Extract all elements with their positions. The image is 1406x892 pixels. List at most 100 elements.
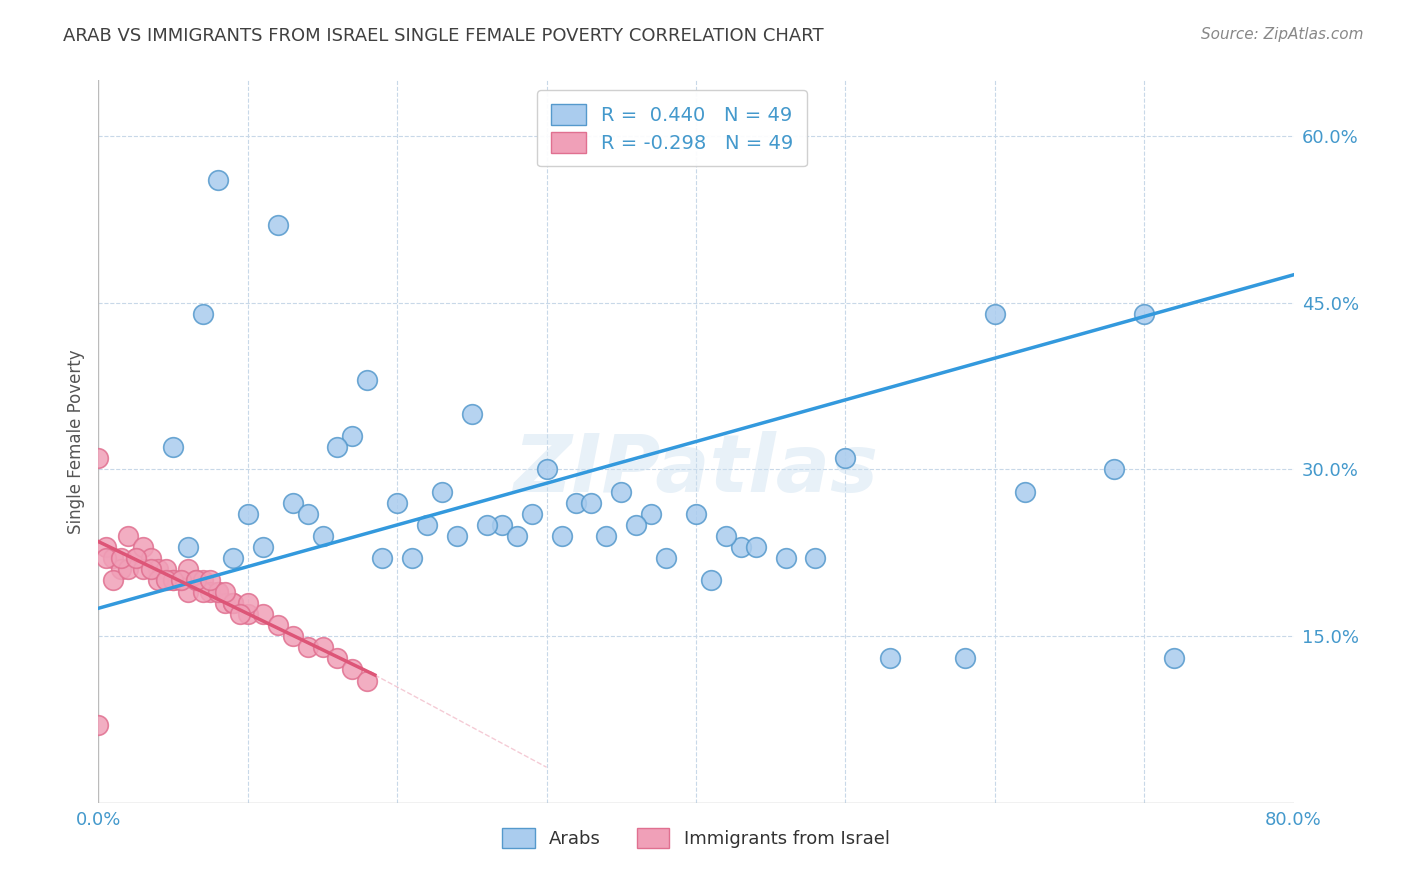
Point: [475, 517, 498, 532]
Point: [177, 584, 200, 599]
Point: [125, 551, 148, 566]
Point: [506, 529, 529, 543]
Point: [191, 574, 214, 588]
Point: [139, 551, 162, 566]
Point: [222, 596, 245, 610]
Point: [640, 507, 662, 521]
Point: [565, 496, 588, 510]
Point: [207, 173, 229, 187]
Point: [132, 562, 155, 576]
Point: [461, 407, 484, 421]
Point: [297, 640, 319, 655]
Point: [879, 651, 901, 665]
Point: [200, 584, 222, 599]
Point: [169, 574, 191, 588]
Point: [745, 540, 768, 554]
Point: [267, 618, 290, 632]
Point: [191, 307, 214, 321]
Point: [110, 562, 132, 576]
Point: [775, 551, 797, 566]
Point: [342, 662, 364, 676]
Point: [536, 462, 558, 476]
Point: [155, 562, 177, 576]
Point: [148, 562, 170, 576]
Y-axis label: Single Female Poverty: Single Female Poverty: [66, 350, 84, 533]
Point: [685, 507, 707, 521]
Point: [87, 451, 110, 466]
Point: [1163, 651, 1185, 665]
Point: [491, 517, 513, 532]
Point: [311, 640, 333, 655]
Point: [94, 540, 117, 554]
Point: [401, 551, 423, 566]
Point: [730, 540, 752, 554]
Point: [446, 529, 468, 543]
Point: [103, 551, 125, 566]
Text: ARAB VS IMMIGRANTS FROM ISRAEL SINGLE FEMALE POVERTY CORRELATION CHART: ARAB VS IMMIGRANTS FROM ISRAEL SINGLE FE…: [63, 27, 824, 45]
Point: [169, 574, 191, 588]
Point: [655, 551, 678, 566]
Point: [252, 540, 274, 554]
Point: [520, 507, 543, 521]
Point: [191, 584, 214, 599]
Point: [207, 584, 229, 599]
Point: [155, 574, 177, 588]
Point: [385, 496, 409, 510]
Text: ZIPatlas: ZIPatlas: [513, 432, 879, 509]
Point: [148, 574, 170, 588]
Point: [804, 551, 827, 566]
Point: [297, 507, 319, 521]
Point: [714, 529, 737, 543]
Point: [416, 517, 439, 532]
Point: [214, 584, 236, 599]
Point: [110, 551, 132, 566]
Point: [356, 373, 378, 387]
Point: [162, 574, 184, 588]
Point: [207, 584, 229, 599]
Point: [236, 507, 259, 521]
Point: [103, 574, 125, 588]
Point: [550, 529, 572, 543]
Point: [162, 440, 184, 454]
Point: [236, 596, 259, 610]
Point: [200, 574, 222, 588]
Point: [87, 718, 110, 732]
Point: [236, 607, 259, 621]
Point: [117, 529, 139, 543]
Point: [626, 517, 648, 532]
Point: [356, 673, 378, 688]
Point: [252, 607, 274, 621]
Point: [184, 574, 207, 588]
Point: [1014, 484, 1036, 499]
Point: [125, 551, 148, 566]
Point: [311, 529, 333, 543]
Point: [222, 596, 245, 610]
Point: [229, 607, 252, 621]
Point: [267, 218, 290, 232]
Point: [1104, 462, 1126, 476]
Legend: Arabs, Immigrants from Israel: Arabs, Immigrants from Israel: [491, 817, 901, 859]
Point: [177, 562, 200, 576]
Point: [281, 629, 304, 643]
Point: [371, 551, 394, 566]
Point: [1133, 307, 1156, 321]
Text: Source: ZipAtlas.com: Source: ZipAtlas.com: [1201, 27, 1364, 42]
Point: [94, 551, 117, 566]
Point: [430, 484, 453, 499]
Point: [222, 551, 245, 566]
Point: [184, 574, 207, 588]
Point: [953, 651, 976, 665]
Point: [326, 651, 349, 665]
Point: [342, 429, 364, 443]
Point: [214, 596, 236, 610]
Point: [581, 496, 603, 510]
Point: [177, 540, 200, 554]
Point: [595, 529, 617, 543]
Point: [281, 496, 304, 510]
Point: [984, 307, 1007, 321]
Point: [834, 451, 856, 466]
Point: [117, 562, 139, 576]
Point: [326, 440, 349, 454]
Point: [700, 574, 723, 588]
Point: [610, 484, 633, 499]
